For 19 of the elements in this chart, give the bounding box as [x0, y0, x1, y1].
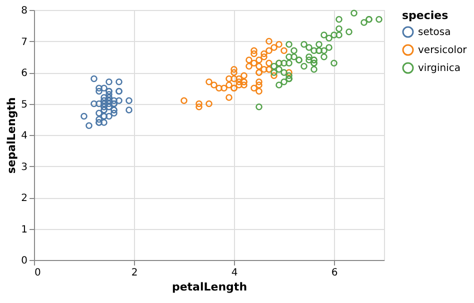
y-tick-label: 7 [21, 36, 28, 48]
y-tick-label: 0 [21, 256, 28, 266]
x-tick-label: 0 [34, 268, 41, 278]
legend-label: virginica [418, 63, 460, 74]
y-tick-label: 3 [21, 162, 28, 173]
x-axis-title: petalLength [172, 280, 248, 294]
y-axis-title: sepalLength [5, 97, 18, 174]
y-tick-label: 5 [21, 99, 28, 110]
y-tick-label: 8 [21, 6, 28, 16]
legend-label: setosa [418, 27, 451, 38]
y-tick-label: 1 [21, 224, 28, 236]
x-tick-label: 2 [131, 268, 138, 278]
legend-label: versicolor [418, 45, 468, 56]
legend-title: species [402, 9, 449, 22]
y-tick-label: 4 [21, 130, 28, 142]
y-tick-label: 6 [21, 68, 28, 79]
y-tick-label: 2 [21, 193, 28, 204]
x-tick-label: 6 [331, 268, 338, 278]
x-tick-label: 4 [231, 268, 238, 278]
